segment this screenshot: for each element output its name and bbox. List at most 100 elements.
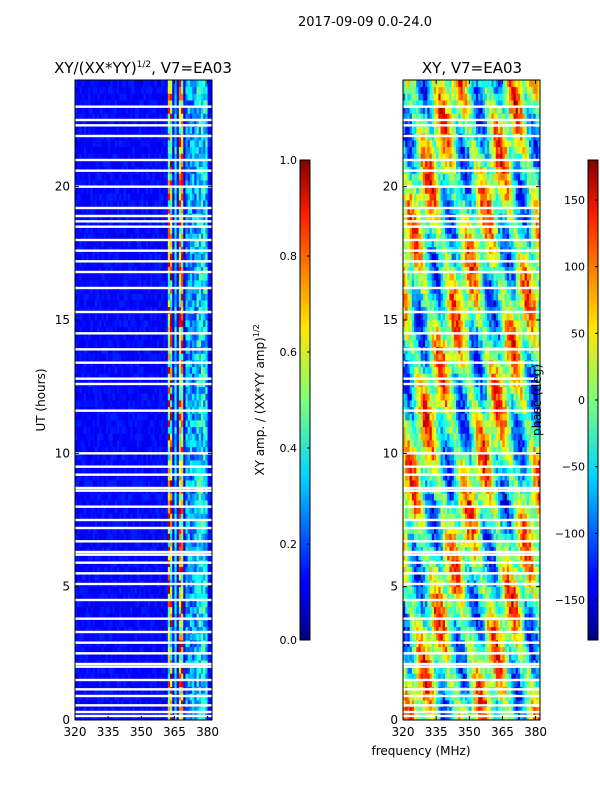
heatmap-cell	[150, 300, 153, 308]
heatmap-cell	[108, 500, 111, 508]
heatmap-cell	[198, 593, 202, 601]
heatmap-cell	[161, 400, 164, 408]
heatmap-cell	[203, 306, 206, 314]
heatmap-cell	[125, 553, 129, 561]
heatmap-cell	[79, 186, 83, 194]
heatmap-cell	[147, 200, 151, 208]
heatmap-cell	[139, 653, 142, 661]
heatmap-cell	[94, 413, 98, 421]
heatmap-cell	[185, 533, 189, 541]
heatmap-cell	[187, 620, 191, 628]
heatmap-cell	[130, 326, 133, 334]
heatmap-cell	[130, 626, 133, 634]
heatmap-cell	[141, 600, 144, 608]
heatmap-cell	[165, 546, 169, 554]
heatmap-cell	[145, 706, 149, 714]
heatmap-cell	[170, 240, 173, 248]
heatmap-cell	[163, 506, 166, 514]
heatmap-cell	[167, 453, 171, 461]
heatmap-cell	[183, 266, 186, 274]
heatmap-cell	[187, 200, 191, 208]
heatmap-cell	[77, 633, 80, 641]
heatmap-cell	[75, 326, 78, 334]
heatmap-cell	[83, 646, 87, 654]
heatmap-cell	[88, 540, 91, 548]
heatmap-cell	[114, 680, 118, 688]
heatmap-cell	[83, 226, 87, 234]
heatmap-cell	[178, 646, 182, 654]
heatmap-cell	[128, 633, 131, 641]
heatmap-cell	[198, 573, 202, 581]
heatmap-cell	[158, 233, 162, 241]
heatmap-cell	[108, 600, 111, 608]
heatmap-cell	[86, 233, 89, 241]
heatmap-cell	[196, 500, 200, 508]
heatmap-cell	[176, 233, 180, 241]
heatmap-cell	[108, 306, 111, 314]
heatmap-cell	[161, 613, 164, 621]
heatmap-cell	[203, 353, 206, 361]
heatmap-cell	[105, 540, 109, 548]
heatmap-cell	[79, 446, 83, 454]
heatmap-cell	[174, 226, 178, 234]
heatmap-cell	[130, 260, 133, 268]
heatmap-cell	[150, 573, 153, 581]
heatmap-cell	[207, 286, 211, 294]
heatmap-cell	[183, 400, 186, 408]
heatmap-cell	[141, 493, 144, 501]
heatmap-cell	[136, 526, 140, 534]
heatmap-cell	[174, 373, 178, 381]
heatmap-cell	[81, 653, 85, 661]
heatmap-cell	[174, 473, 178, 481]
heatmap-cell	[174, 233, 178, 241]
heatmap-cell	[178, 273, 182, 281]
heatmap-cell	[79, 180, 83, 188]
heatmap-cell	[101, 473, 105, 481]
heatmap-cell	[81, 706, 85, 714]
heatmap-cell	[81, 606, 85, 614]
heatmap-cell	[143, 526, 147, 534]
heatmap-cell	[194, 240, 197, 248]
heatmap-cell	[170, 193, 173, 201]
heatmap-cell	[203, 186, 206, 194]
heatmap-cell	[101, 513, 105, 521]
heatmap-cell	[183, 593, 186, 601]
heatmap-cell	[207, 333, 211, 341]
heatmap-cell	[178, 593, 182, 601]
heatmap-cell	[86, 273, 89, 281]
heatmap-cell	[112, 540, 116, 548]
heatmap-cell	[110, 480, 113, 488]
heatmap-cell	[114, 453, 118, 461]
heatmap-cell	[150, 226, 153, 234]
heatmap-cell	[132, 233, 136, 241]
heatmap-cell	[99, 273, 102, 281]
heatmap-cell	[88, 453, 91, 461]
heatmap-cell	[178, 340, 182, 348]
heatmap-cell	[141, 526, 144, 534]
heatmap-cell	[99, 613, 102, 621]
heatmap-cell	[136, 673, 140, 681]
heatmap-cell	[99, 300, 102, 308]
heatmap-cell	[136, 366, 140, 374]
heatmap-cell	[147, 600, 151, 608]
heatmap-cell	[145, 500, 149, 508]
heatmap-cell	[192, 186, 195, 194]
heatmap-cell	[150, 240, 153, 248]
heatmap-cell	[90, 320, 94, 328]
heatmap-cell	[194, 646, 197, 654]
heatmap-cell	[194, 540, 197, 548]
heatmap-cell	[125, 300, 129, 308]
heatmap-cell	[194, 200, 197, 208]
heatmap-cell	[170, 586, 173, 594]
heatmap-cell	[145, 553, 149, 561]
heatmap-cell	[108, 393, 111, 401]
heatmap-cell	[194, 413, 197, 421]
heatmap-cell	[92, 526, 96, 534]
heatmap-cell	[108, 453, 111, 461]
heatmap-cell	[88, 526, 91, 534]
heatmap-cell	[154, 646, 158, 654]
heatmap-cell	[205, 260, 208, 268]
heatmap-cell	[161, 206, 164, 214]
heatmap-cell	[77, 566, 80, 574]
heatmap-cell	[101, 286, 105, 294]
